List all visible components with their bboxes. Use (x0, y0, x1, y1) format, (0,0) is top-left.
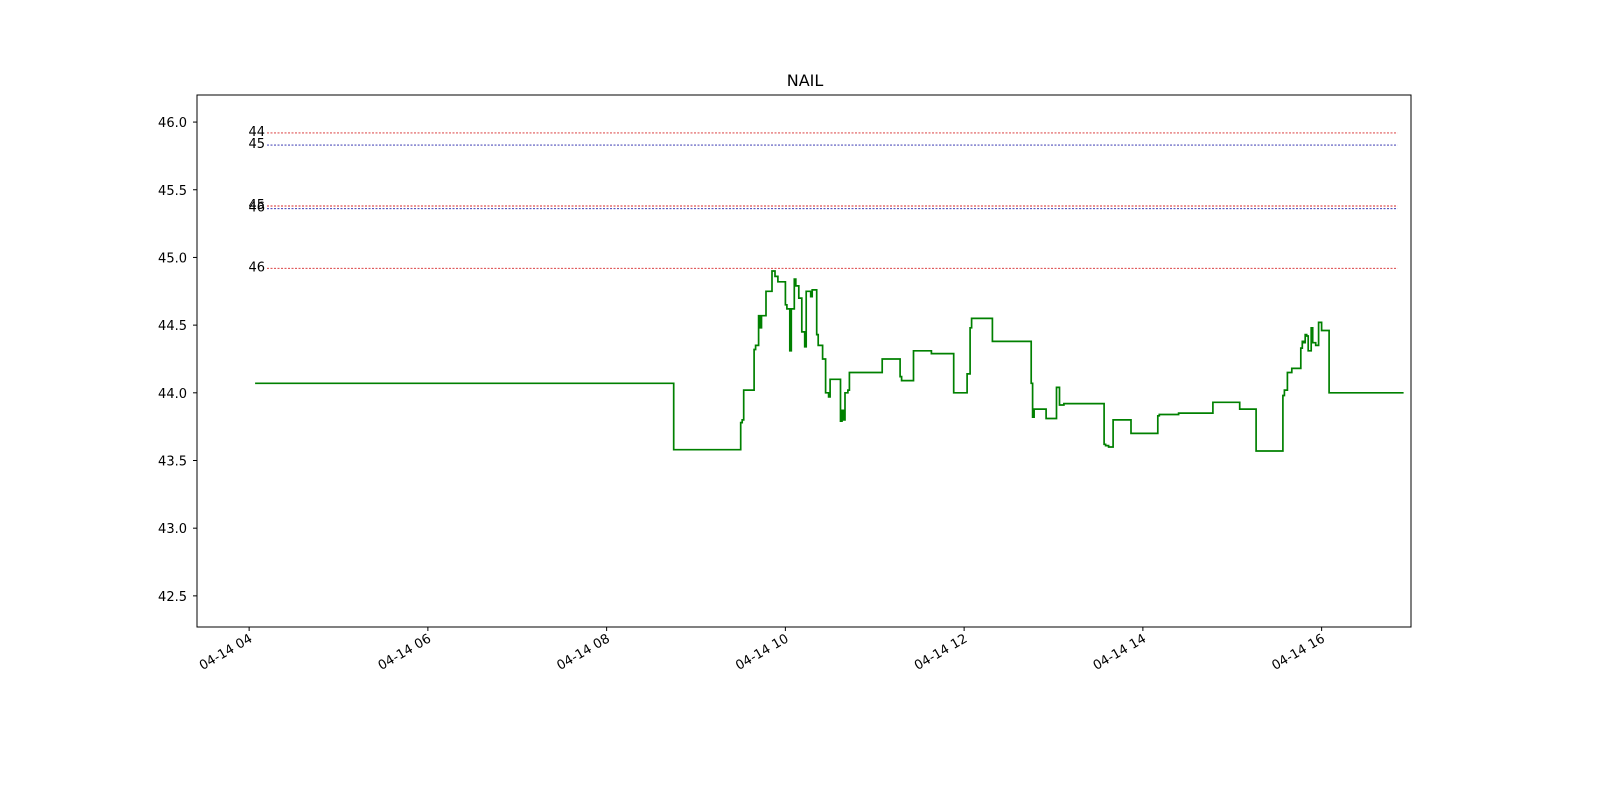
chart-title: NAIL (787, 71, 824, 90)
y-tick-label: 44.0 (158, 387, 187, 402)
x-tick-label: 04-14 06 (376, 631, 434, 673)
reference-level-label: 44 (248, 125, 265, 140)
x-tick-label: 04-14 12 (912, 631, 970, 673)
x-axis: 04-14 04 04-14 06 04-14 08 04-14 10 04-14 12… (197, 627, 1328, 674)
series-layer (255, 270, 1404, 452)
y-tick-label: 43.5 (158, 454, 187, 469)
y-tick-label: 46.0 (158, 116, 187, 131)
y-axis: 42.5 43.0 43.5 44.0 44.5 45.0 45.5 46.0 (158, 116, 197, 605)
reference-level-label: 45 (248, 198, 265, 213)
y-tick-label: 42.5 (158, 590, 187, 605)
reference-level-label: 46 (248, 201, 265, 216)
y-tick-label: 45.0 (158, 251, 187, 266)
price-series-line (255, 270, 1404, 452)
y-tick-label: 45.5 (158, 184, 187, 199)
x-tick-label: 04-14 16 (1270, 631, 1328, 673)
x-tick-label: 04-14 10 (733, 631, 791, 673)
y-tick-label: 43.0 (158, 522, 187, 537)
plot-frame (196, 94, 1412, 628)
reference-level-label: 46 (248, 260, 265, 275)
y-tick-label: 44.5 (158, 319, 187, 334)
x-tick-label: 04-14 04 (197, 631, 255, 673)
x-tick-label: 04-14 08 (555, 631, 613, 673)
x-tick-label: 04-14 14 (1091, 631, 1149, 673)
reference-level-label: 45 (248, 137, 265, 152)
